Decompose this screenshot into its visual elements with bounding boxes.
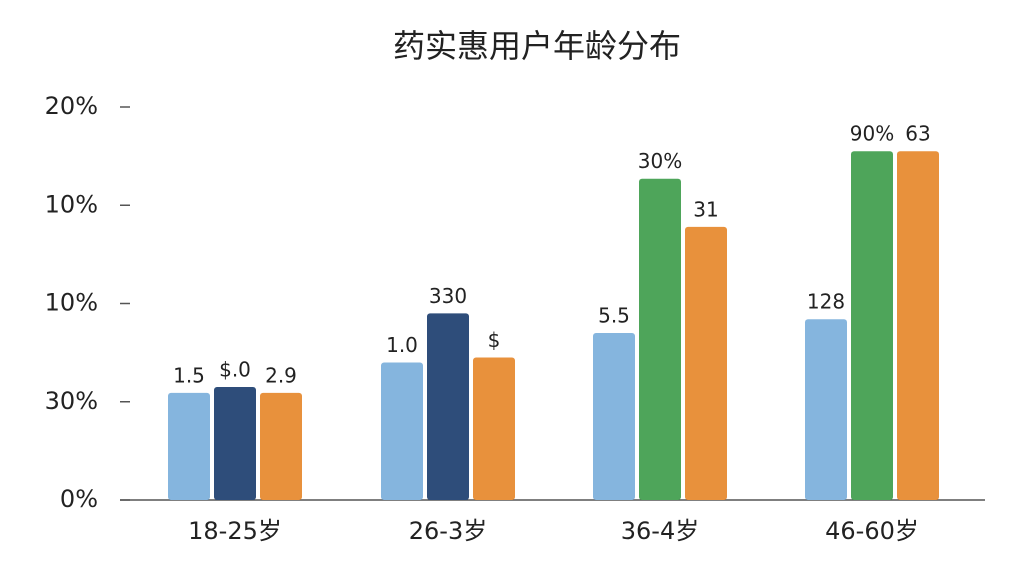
bar xyxy=(805,319,847,500)
bar xyxy=(685,226,727,501)
y-tick-label: 20% xyxy=(45,92,98,120)
value-label: 63 xyxy=(905,122,930,146)
y-tick-label: 0% xyxy=(60,485,98,513)
x-tick-label: 26-3岁 xyxy=(409,517,487,545)
x-tick-label: 18-25岁 xyxy=(188,517,282,545)
bar xyxy=(260,392,302,500)
value-label: 90% xyxy=(850,122,894,146)
bar xyxy=(214,387,256,500)
value-label: 128 xyxy=(807,290,845,314)
value-label: 30% xyxy=(638,149,682,173)
bar xyxy=(427,313,469,500)
value-label: 1.5 xyxy=(173,363,205,387)
x-tick-label: 46-60岁 xyxy=(825,517,919,545)
value-label: 330 xyxy=(429,284,467,308)
bar xyxy=(168,392,210,500)
value-label: 1.0 xyxy=(386,333,418,357)
value-label: $ xyxy=(488,328,501,352)
value-label: 5.5 xyxy=(598,303,630,327)
x-tick-label: 36-4岁 xyxy=(621,517,699,545)
chart-title: 药实惠用户年龄分布 xyxy=(393,27,681,65)
value-label: 2.9 xyxy=(265,363,297,387)
y-tick-label: 10% xyxy=(45,190,98,218)
bar xyxy=(639,178,681,500)
value-label: $.0 xyxy=(219,358,251,382)
bar xyxy=(851,151,893,500)
value-label: 31 xyxy=(693,197,718,221)
bar xyxy=(381,362,423,500)
bar xyxy=(473,357,515,500)
bar xyxy=(897,151,939,500)
y-tick-label: 10% xyxy=(45,289,98,317)
bar xyxy=(593,332,635,500)
y-tick-label: 30% xyxy=(45,387,98,415)
